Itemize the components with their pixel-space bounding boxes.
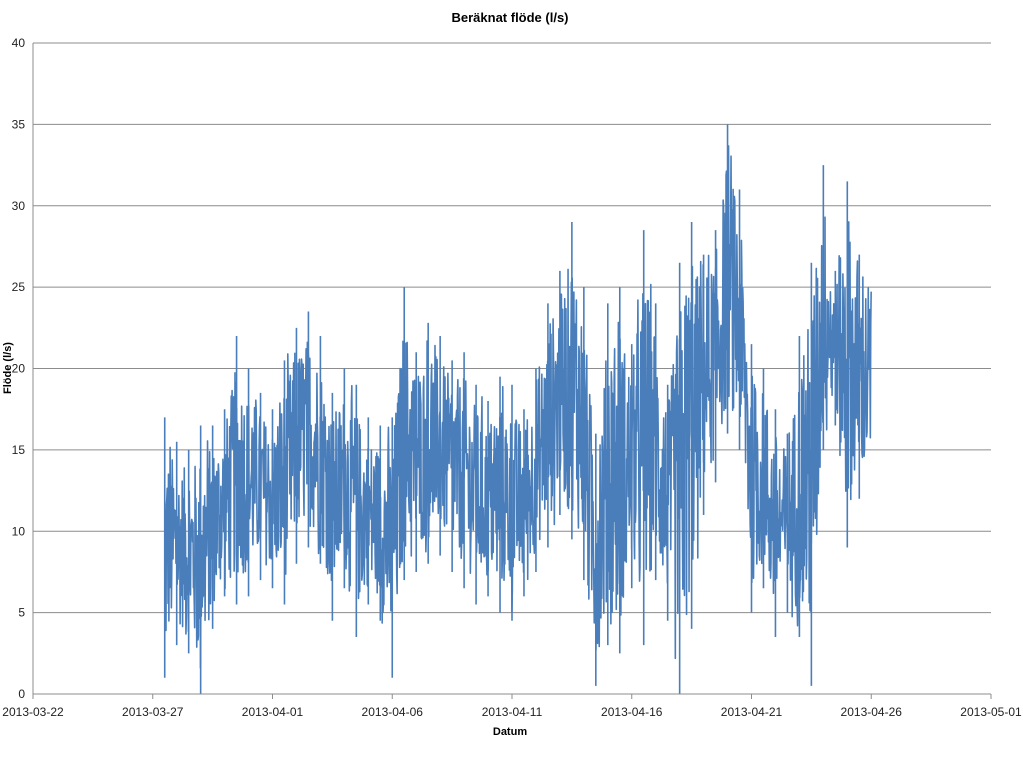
x-tick-label: 2013-05-01 <box>960 705 1022 719</box>
series-line <box>163 145 872 669</box>
y-axis-tick-labels: 0 5 10 15 20 25 30 35 40 <box>12 36 26 701</box>
x-tick-label: 2013-04-01 <box>242 705 304 719</box>
x-tick-label: 2013-04-16 <box>601 705 663 719</box>
x-tick-label: 2013-04-21 <box>721 705 783 719</box>
y-tick-label: 15 <box>12 443 26 457</box>
y-tick-label: 25 <box>12 280 26 294</box>
x-axis-title: Datum <box>493 726 527 738</box>
chart-title: Beräknat flöde (l/s) <box>451 10 568 25</box>
x-tick-label: 2013-04-26 <box>841 705 903 719</box>
x-tick-label: 2013-04-11 <box>482 705 543 719</box>
y-tick-label: 5 <box>18 606 25 620</box>
x-tick-label: 2013-03-27 <box>122 705 184 719</box>
y-tick-label: 0 <box>18 687 25 701</box>
x-tick-label: 2013-04-06 <box>362 705 424 719</box>
y-tick-label: 30 <box>12 199 26 213</box>
x-axis-tick-labels: 2013-03-22 2013-03-27 2013-04-01 2013-04-06… <box>2 705 1022 719</box>
y-tick-label: 10 <box>12 524 26 538</box>
y-axis-title: Flöde (l/s) <box>2 342 14 394</box>
y-tick-label: 40 <box>12 36 26 50</box>
y-tick-label: 20 <box>12 362 26 376</box>
y-tick-label: 35 <box>12 117 26 131</box>
series-area <box>163 124 872 694</box>
x-tick-label: 2013-03-22 <box>2 705 64 719</box>
axes <box>32 43 992 699</box>
